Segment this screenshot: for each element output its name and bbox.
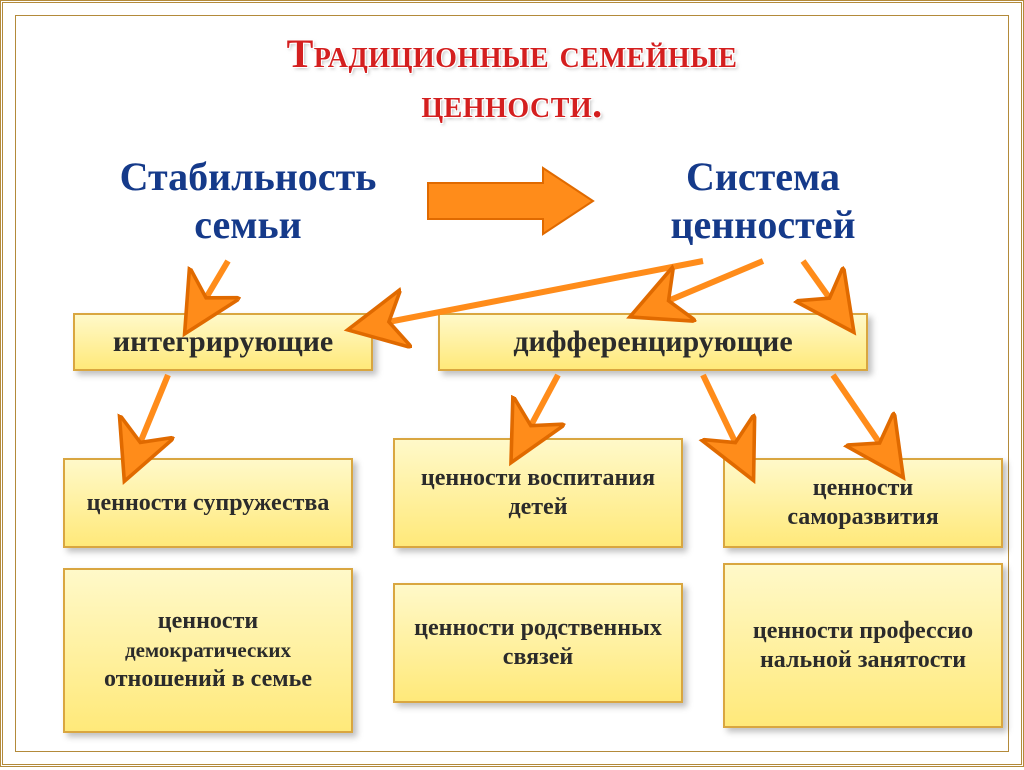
box-integrating-text: интегрирующие [113,325,333,359]
box-differentiating: дифференцирующие [438,313,868,371]
box-kinship-values-text: ценности родственных связей [405,614,671,672]
title-line-2: ценности. [421,81,602,126]
b21-l1: ценности [158,608,258,634]
box-professional-values: ценности профессио нальной занятости [723,563,1003,728]
label-stability-l1: Стабильность [120,154,377,199]
box-childrearing-values: ценности воспитания детей [393,438,683,548]
label-stability: Стабильность семьи [88,153,408,249]
box-integrating: интегрирующие [73,313,373,371]
box-marriage-values: ценности супружества [63,458,353,548]
box-childrearing-values-text: ценности воспитания детей [405,464,671,522]
title-line-1: Традиционные семейные [287,31,738,76]
arrow-diff-b13a [703,375,738,448]
box-democratic-values: ценности демократических отношений в сем… [63,568,353,733]
slide-frame: Традиционные семейные ценности. Стабильн… [0,0,1024,767]
big-arrow [428,168,593,234]
label-system: Система ценностей [603,153,923,249]
arrow-integ-b11 [138,375,168,448]
slide-title: Традиционные семейные ценности. [11,29,1013,129]
box-selfdev-values-text: ценности саморазвития [735,474,991,532]
label-stability-l2: семьи [194,202,301,247]
arrow-stab-integ [203,261,228,303]
box-selfdev-values: ценности саморазвития [723,458,1003,548]
box-kinship-values: ценности родственных связей [393,583,683,703]
label-system-l1: Система [686,154,840,199]
arrow-diff-b12 [528,375,558,431]
arrow-diff-b13b [833,375,883,448]
b21-l3: отношений в семье [104,666,312,692]
box-marriage-values-text: ценности супружества [87,489,330,518]
arrow-sys-diff-2 [803,261,833,303]
label-system-l2: ценностей [670,202,855,247]
box-democratic-values-text: ценности демократических отношений в сем… [104,607,312,693]
box-professional-values-text: ценности профессио нальной занятости [735,617,991,675]
arrow-sys-diff-1 [663,261,763,303]
b21-l2: демократических [125,638,291,662]
box-differentiating-text: дифференцирующие [513,325,792,359]
